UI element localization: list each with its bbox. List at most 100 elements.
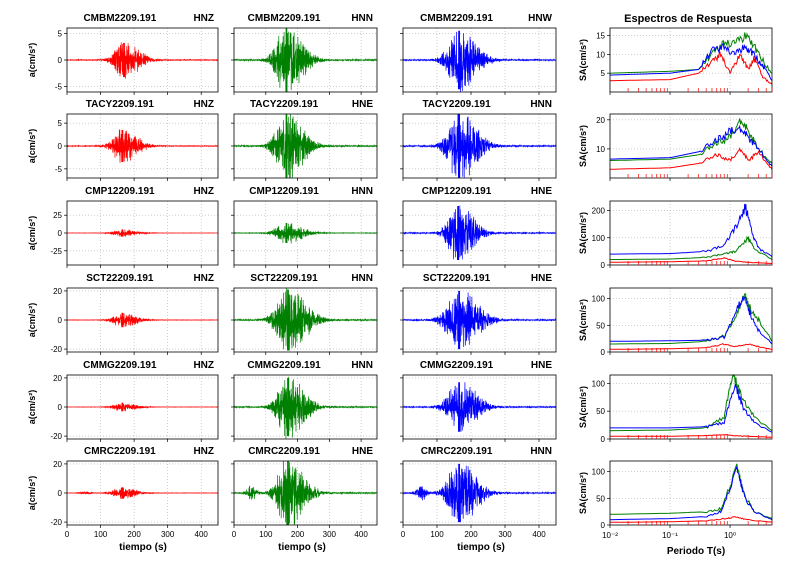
x-tick-label: 300	[161, 530, 175, 539]
waveform-trace	[66, 229, 218, 237]
y-tick-label: 5	[58, 29, 63, 38]
station-label: CMBM2209.191	[420, 13, 493, 24]
x-tick-label: 200	[127, 530, 141, 539]
acc-ylabel: a(cm/s²)	[27, 43, 37, 78]
component-label: HNN	[351, 13, 373, 24]
station-label: CMBM2209.191	[83, 13, 156, 24]
station-label: CMMG2209.191	[420, 360, 494, 371]
waveform-trace	[402, 463, 557, 523]
waveform-trace	[233, 113, 378, 179]
accelerogram-panel: 0 100 200 300 400 CMRC2209.191 HNN	[400, 446, 557, 539]
y-tick-label: -20	[50, 432, 62, 441]
x-tick-label: 200	[464, 530, 478, 539]
spectrum-panel: 0 50 100 10⁻² 10⁻¹ 10⁰ SA(cm/s²)	[578, 460, 773, 540]
x-tick-label: 10⁻²	[602, 531, 618, 540]
x-tick-label: 400	[354, 530, 368, 539]
sa-ylabel: SA(cm/s²)	[578, 39, 588, 81]
spectrum-series	[609, 51, 773, 85]
accelerogram-panel: CMP12209.191 HNN	[231, 186, 378, 268]
x-tick-label: 400	[195, 530, 209, 539]
y-tick-label: 0	[58, 142, 63, 151]
station-label: CMP12209.191	[85, 186, 155, 197]
y-tick-label: 0	[58, 403, 63, 412]
y-tick-label: -25	[50, 247, 62, 256]
accelerogram-panel: 20 0 -20 CMMG2209.191 HNZ a(cm/s²)	[27, 360, 219, 442]
x-tick-label: 300	[323, 530, 337, 539]
y-tick-label: -5	[55, 83, 63, 92]
waveform-trace	[66, 312, 218, 328]
y-tick-label: 0	[601, 521, 606, 530]
time-axis-label-col1: tiempo (s)	[119, 542, 167, 553]
component-label: HNN	[530, 446, 552, 457]
accelerogram-panel: CMBM2209.191 HNW	[400, 13, 557, 95]
x-tick-label: 200	[291, 530, 305, 539]
spectrum-series	[610, 516, 773, 523]
y-tick-label: 15	[596, 32, 605, 41]
station-label: TACY2209.191	[86, 99, 155, 110]
y-tick-label: 100	[592, 234, 606, 243]
accelerogram-panel: SCT22209.191 HNN	[231, 273, 378, 355]
accelerogram-panel: 5 0 -5 CMBM2209.191 HNZ a(cm/s²)	[27, 13, 219, 95]
panel-frame	[609, 287, 773, 353]
station-label: SCT22209.191	[250, 273, 318, 284]
accelerogram-panel: CMP12209.191 HNE	[400, 186, 557, 268]
y-tick-label: 50	[596, 407, 605, 416]
spectrum-series	[609, 43, 773, 81]
waveform-trace	[402, 205, 557, 261]
y-tick-label: 0	[58, 229, 63, 238]
spectrum-series	[610, 433, 773, 438]
spectrum-panel: 0 100 200 SA(cm/s²)	[578, 200, 773, 270]
component-label: HNZ	[193, 13, 214, 24]
y-tick-label: 200	[592, 207, 606, 216]
x-tick-label: 100	[94, 530, 108, 539]
station-label: CMP12209.191	[249, 186, 319, 197]
y-tick-label: -20	[50, 345, 62, 354]
acc-ylabel: a(cm/s²)	[27, 390, 37, 425]
component-label: HNZ	[193, 186, 214, 197]
station-label: SCT22209.191	[423, 273, 491, 284]
component-label: HNN	[351, 360, 373, 371]
sa-ylabel: SA(cm/s²)	[578, 386, 588, 428]
time-axis-label-col2: tiempo (s)	[278, 542, 326, 553]
y-tick-label: 0	[58, 489, 63, 498]
spectra-xlabel: Periodo T(s)	[667, 546, 725, 557]
component-label: HNE	[531, 186, 552, 197]
waveform-trace	[402, 30, 557, 93]
y-tick-label: 25	[53, 211, 62, 220]
spectrum-series	[609, 147, 773, 170]
spectrum-panel: 5 10 15 SA(cm/s²)	[578, 27, 773, 95]
acc-ylabel: a(cm/s²)	[27, 129, 37, 164]
y-tick-label: 0	[601, 348, 606, 357]
component-label: HNN	[351, 273, 373, 284]
accelerogram-panel: CMMG2209.191 HNE	[400, 360, 557, 442]
station-label: CMMG2209.191	[83, 360, 157, 371]
station-label: CMP12209.191	[422, 186, 492, 197]
spectrum-series	[610, 296, 773, 345]
y-tick-label: 20	[53, 287, 62, 296]
accelerogram-panel: TACY2209.191 HNN	[400, 99, 557, 181]
spectrum-panel: 0 50 100 SA(cm/s²)	[578, 287, 773, 357]
spectrum-series	[609, 466, 773, 521]
station-label: CMRC2209.191	[248, 446, 320, 457]
y-tick-label: 5	[58, 119, 63, 128]
station-label: TACY2209.191	[422, 99, 491, 110]
waveform-trace	[402, 290, 557, 350]
sa-ylabel: SA(cm/s²)	[578, 472, 588, 514]
sa-ylabel: SA(cm/s²)	[578, 125, 588, 167]
component-label: HNZ	[193, 273, 214, 284]
waveform-trace	[66, 402, 218, 412]
component-label: HNN	[351, 186, 373, 197]
y-tick-label: 20	[53, 460, 62, 469]
accelerogram-panel: 25 0 -25 CMP12209.191 HNZ a(cm/s²)	[27, 186, 219, 268]
y-tick-label: -20	[50, 518, 62, 527]
y-tick-label: 0	[58, 316, 63, 325]
x-tick-label: 10⁻¹	[662, 531, 678, 540]
waveform-trace	[233, 222, 378, 244]
y-tick-label: 100	[592, 295, 606, 304]
y-tick-label: 0	[601, 435, 606, 444]
accelerogram-panel: CMBM2209.191 HNN	[231, 13, 378, 95]
component-label: HNZ	[193, 360, 214, 371]
